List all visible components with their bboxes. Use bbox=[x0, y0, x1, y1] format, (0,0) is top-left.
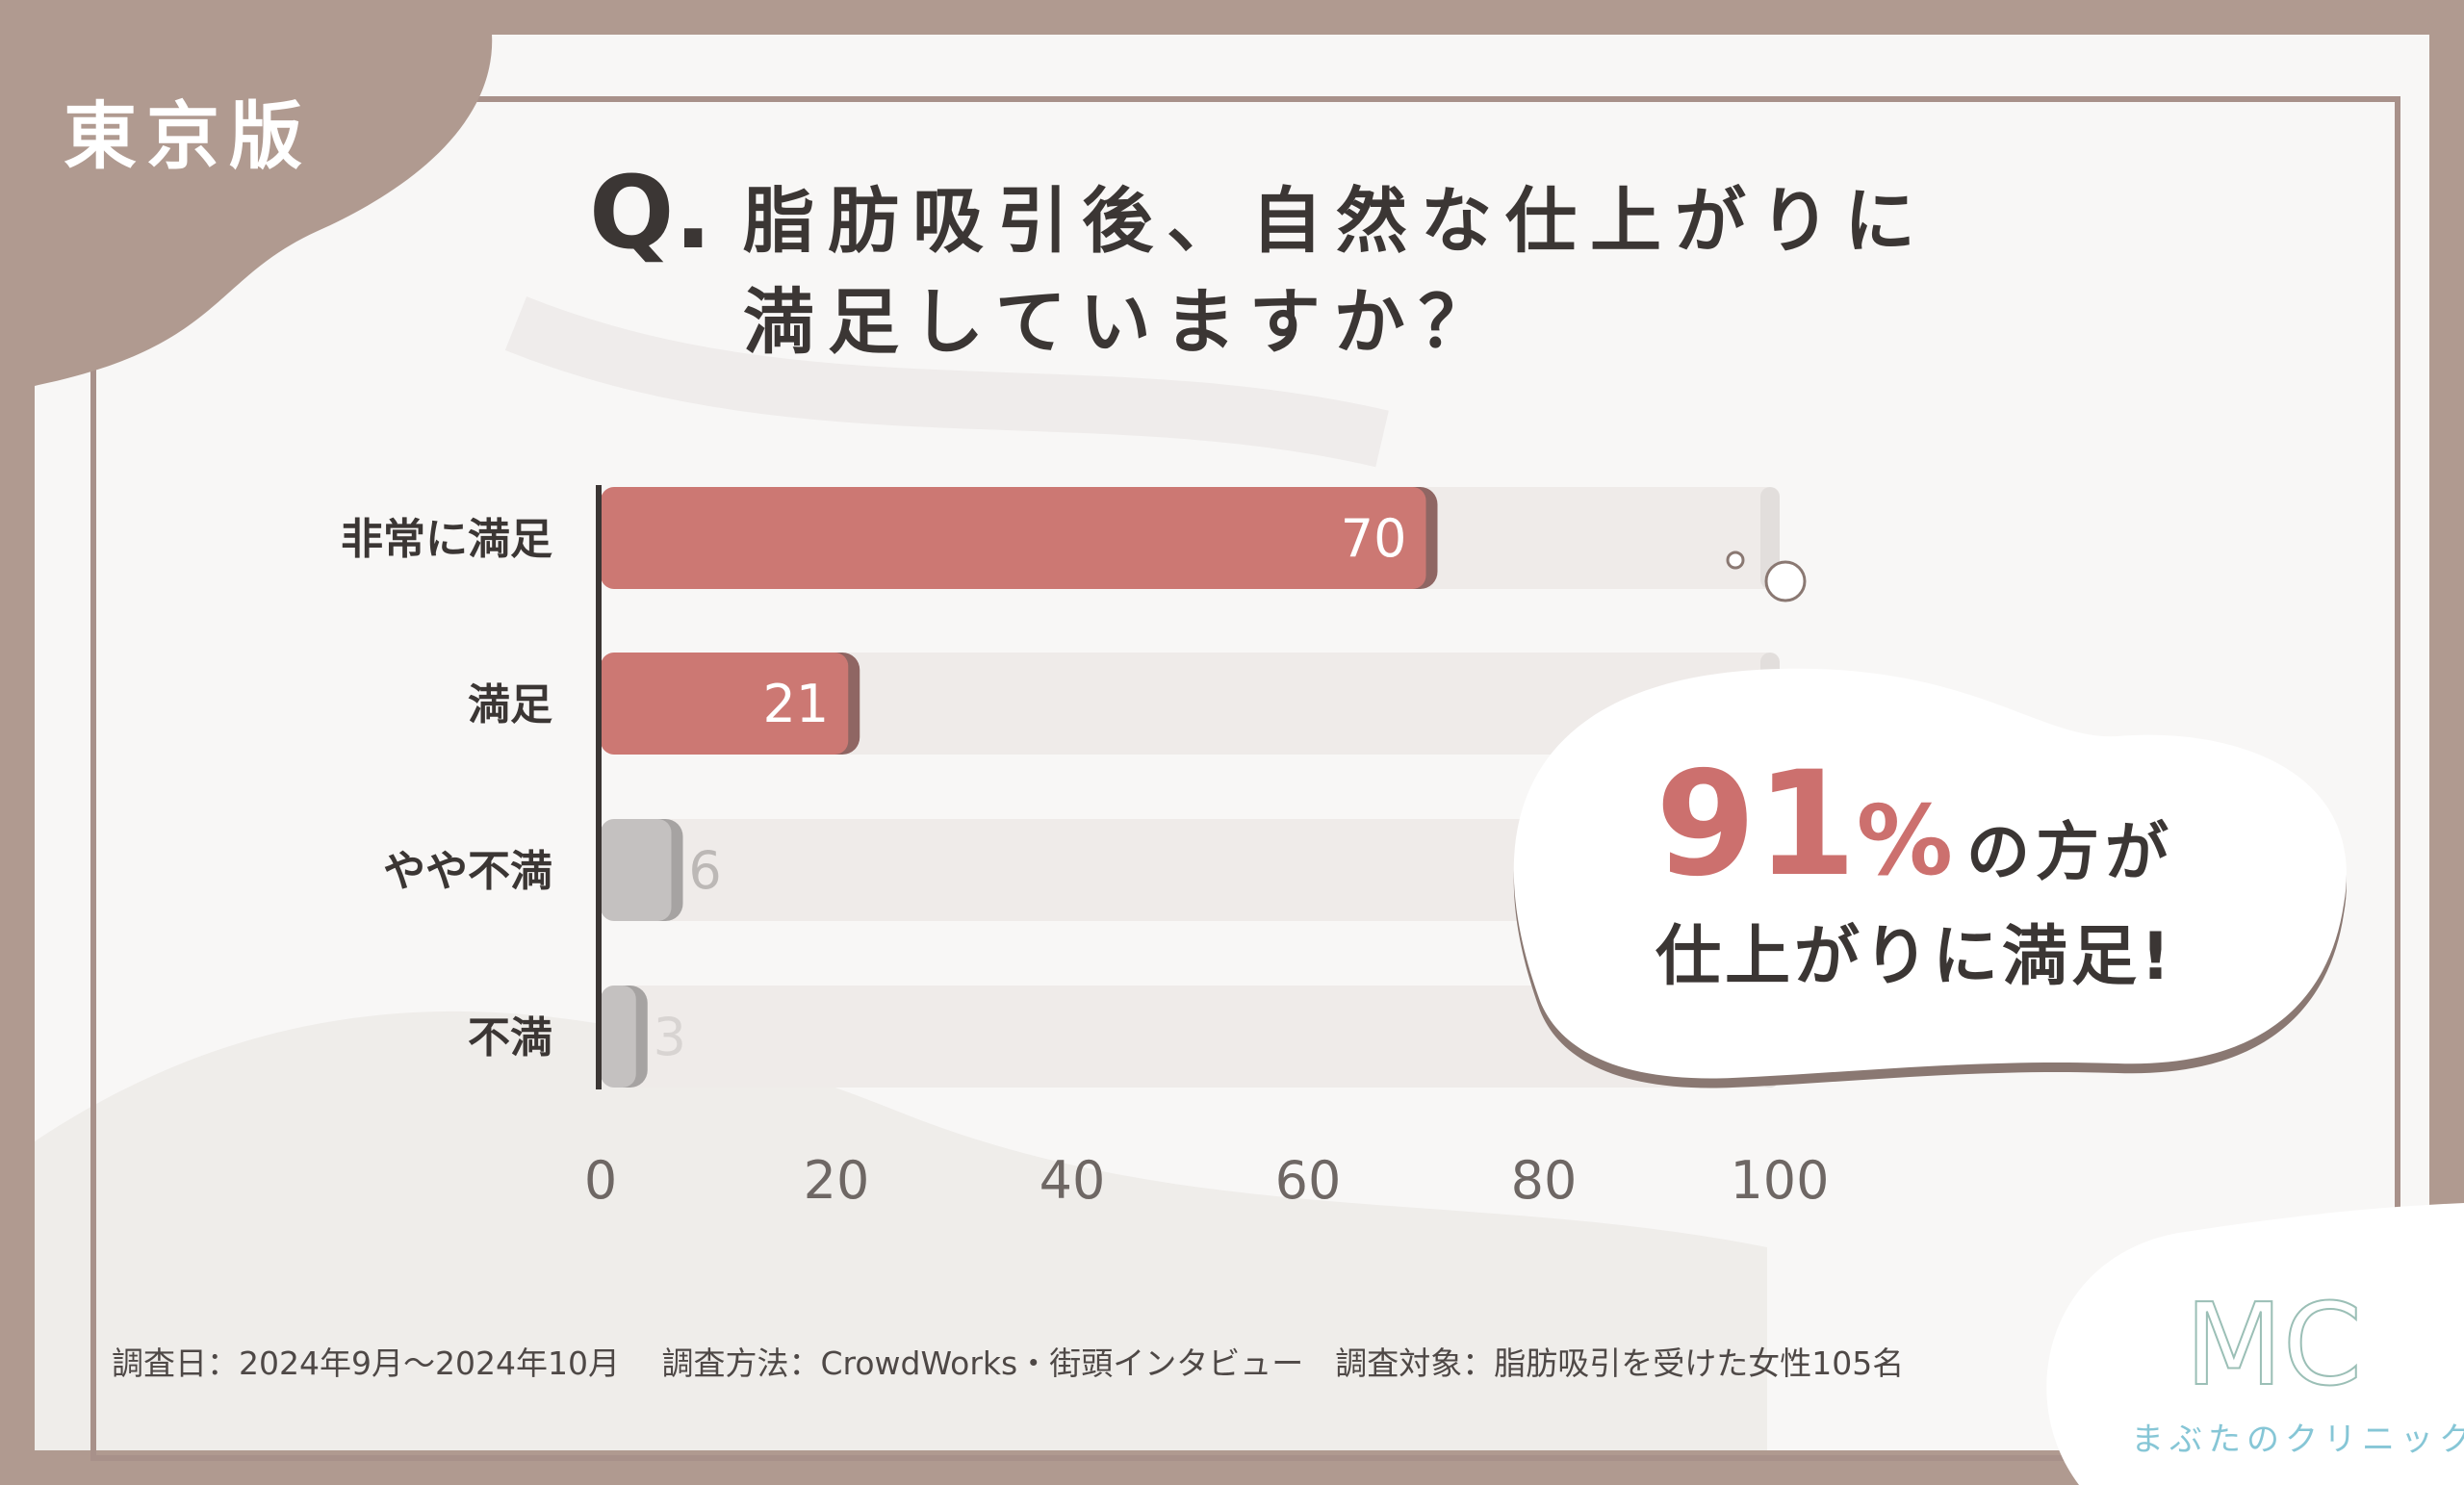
question-mark: Q. bbox=[589, 154, 712, 271]
bar-track bbox=[601, 819, 1780, 921]
question-line-2: 満足していますか？ bbox=[743, 281, 1503, 364]
bar bbox=[601, 819, 672, 921]
logo-mc-mark: MC bbox=[2185, 1288, 2358, 1403]
bar bbox=[601, 487, 1426, 589]
x-tick-label: 0 bbox=[584, 1150, 617, 1211]
background-shadow-decoration bbox=[35, 296, 1767, 1450]
callout-percent-sign: % bbox=[1856, 784, 1953, 897]
question-line-1: 脂肪吸引後、自然な仕上がりに bbox=[743, 180, 1929, 263]
inner-frame bbox=[90, 96, 2400, 1461]
x-tick-label: 20 bbox=[804, 1150, 870, 1211]
data-label: 70 bbox=[1341, 508, 1407, 569]
category-label: 満足 bbox=[468, 680, 552, 730]
survey-footnote: 調査日：2024年9月～2024年10月 調査方法：CrowdWorks・街頭イ… bbox=[112, 1344, 1905, 1382]
callout-line-1-rest: の方が bbox=[1965, 815, 2174, 889]
logo-background bbox=[2046, 1203, 2464, 1485]
data-label: 3 bbox=[654, 1007, 686, 1067]
region-label: 東京版 bbox=[64, 93, 312, 179]
clinic-name: まぶたのクリニック bbox=[2131, 1421, 2464, 1459]
svg-text:MC: MC bbox=[2185, 1288, 2358, 1403]
callout-line-1: 91% の方が bbox=[1656, 741, 2233, 909]
data-label: 6 bbox=[688, 840, 721, 901]
bar-track-cap bbox=[1760, 487, 1780, 589]
category-label: 非常に満足 bbox=[341, 515, 552, 564]
x-tick-label: 40 bbox=[1040, 1150, 1106, 1211]
x-tick-label: 80 bbox=[1511, 1150, 1578, 1211]
data-label: 21 bbox=[763, 674, 830, 734]
bar bbox=[601, 653, 849, 755]
corner-blob bbox=[0, 0, 493, 395]
bar bbox=[601, 986, 636, 1088]
clinic-logo: MC まぶたのクリニック bbox=[2012, 1203, 2464, 1485]
x-tick-label: 100 bbox=[1730, 1150, 1829, 1211]
bar-track bbox=[601, 653, 1780, 755]
x-tick-label: 60 bbox=[1275, 1150, 1342, 1211]
category-label: やや不満 bbox=[383, 847, 552, 896]
y-axis-line bbox=[596, 485, 602, 1089]
callout-line-2: 仕上がりに満足! bbox=[1656, 919, 2175, 995]
bar-track bbox=[601, 986, 1780, 1088]
callout-percent: 91 bbox=[1656, 741, 1857, 909]
callout-text: 91% の方が 仕上がりに満足! bbox=[1656, 741, 2233, 998]
category-label: 不満 bbox=[468, 1013, 552, 1063]
